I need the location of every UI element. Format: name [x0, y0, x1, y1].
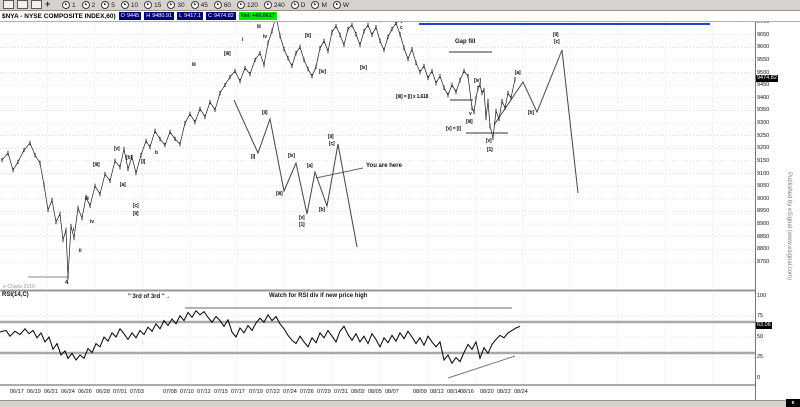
low-chip: L 9417.1 — [177, 12, 203, 20]
clock-icon — [263, 1, 272, 9]
rsi-plot-area[interactable] — [0, 292, 755, 385]
clock-icon — [144, 1, 153, 9]
clock-icon — [332, 1, 341, 9]
price-axis[interactable] — [755, 22, 800, 385]
projection-right-path — [493, 49, 579, 194]
open-value: 9445 — [126, 13, 140, 19]
net-label: Net — [240, 13, 250, 19]
clock-icon — [290, 1, 299, 9]
net-value: +49.0627 — [251, 13, 275, 19]
interval-label: 60 — [223, 1, 232, 9]
interval-label: D — [300, 1, 306, 9]
rsi-trendline — [447, 355, 516, 379]
clock-icon — [81, 1, 90, 9]
clock-icon — [190, 1, 199, 9]
window-tool-icons — [3, 0, 56, 14]
interval-button-240[interactable]: 240 — [263, 1, 285, 9]
time-axis[interactable] — [0, 386, 755, 400]
interval-label: 120 — [247, 1, 258, 9]
high-value: 9480.91 — [152, 13, 173, 19]
published-by-text: Published by eSignal (www.esignal.com) — [786, 172, 792, 281]
esignal-logo: e — [786, 399, 800, 407]
cascade-windows-icon[interactable] — [17, 0, 28, 9]
interval-buttons: 1 2 5 10 15 30 45 60 120 240 D M W — [56, 1, 349, 9]
interval-label: 45 — [200, 1, 208, 9]
interval-button-15[interactable]: 15 — [144, 1, 161, 9]
clock-icon — [213, 1, 222, 9]
interval-label: 2 — [91, 1, 96, 9]
interval-label: 30 — [177, 1, 185, 9]
interval-label: M — [321, 1, 327, 9]
symbol-title: $NYA - NYSE COMPOSITE INDEX,60) — [2, 12, 116, 20]
interval-button-D[interactable]: D — [290, 1, 306, 9]
interval-button-120[interactable]: 120 — [237, 1, 258, 9]
close-label: C — [207, 13, 212, 19]
interval-button-45[interactable]: 45 — [190, 1, 208, 9]
net-change-badge: Net +49.0627 — [238, 12, 277, 20]
interval-label: 10 — [130, 1, 139, 9]
interval-button-W[interactable]: W — [332, 1, 350, 9]
low-label: L — [179, 13, 183, 19]
interval-button-30[interactable]: 30 — [167, 1, 185, 9]
clock-icon — [311, 1, 320, 9]
close-value: 9474.82 — [213, 13, 234, 19]
new-chart-icon[interactable] — [31, 0, 42, 9]
interval-label: 1 — [72, 1, 76, 9]
projection-mid-path — [233, 99, 358, 248]
crosshair-icon[interactable] — [45, 1, 53, 9]
clock-icon — [120, 1, 129, 9]
open-chip: O 9445 — [118, 12, 142, 20]
price-plot-area[interactable] — [0, 22, 755, 290]
open-label: O — [120, 13, 125, 19]
interval-button-1[interactable]: 1 — [62, 1, 76, 9]
rsi-series — [0, 309, 521, 365]
interval-label: 5 — [111, 1, 115, 9]
interval-label: W — [342, 1, 350, 9]
footer-strip — [0, 400, 800, 407]
interval-label: 240 — [273, 1, 285, 9]
toolbar: 1 2 5 10 15 30 45 60 120 240 D M W — [0, 0, 800, 11]
close-chip: C 9474.82 — [205, 12, 236, 20]
interval-button-60[interactable]: 60 — [213, 1, 232, 9]
interval-button-5[interactable]: 5 — [101, 1, 115, 9]
clock-icon — [101, 1, 110, 9]
high-chip: H 9480.91 — [144, 12, 175, 20]
high-label: H — [146, 13, 151, 19]
clock-icon — [167, 1, 176, 9]
tile-windows-icon[interactable] — [3, 0, 14, 9]
low-value: 9417.1 — [184, 13, 201, 19]
interval-button-10[interactable]: 10 — [120, 1, 139, 9]
interval-label: 15 — [154, 1, 162, 9]
you-are-here-pointer — [315, 167, 364, 179]
interval-button-2[interactable]: 2 — [81, 1, 96, 9]
price-bars — [1, 13, 516, 280]
interval-button-M[interactable]: M — [311, 1, 327, 9]
clock-icon — [62, 1, 70, 9]
clock-icon — [237, 1, 246, 9]
